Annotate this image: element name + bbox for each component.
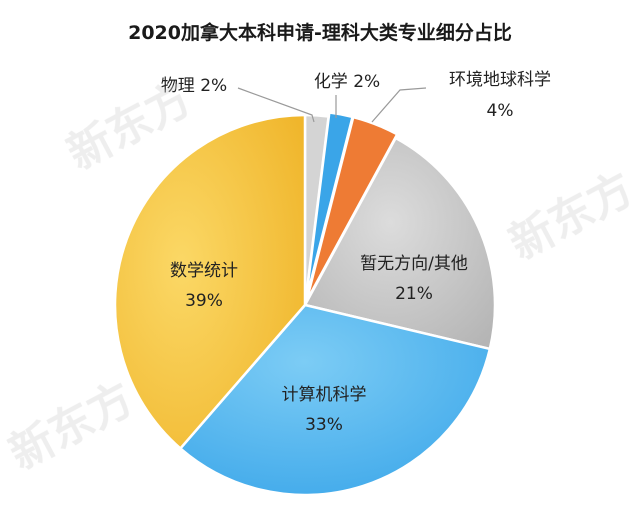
label-other-name: 暂无方向/其他	[360, 254, 468, 274]
leader-lines	[237, 87, 427, 123]
label-env-pct: 4%	[487, 101, 514, 121]
label-chemistry: 化学 2%	[314, 72, 380, 92]
chart-title: 2020加拿大本科申请-理科大类专业细分占比	[128, 21, 512, 44]
label-math-pct: 39%	[185, 291, 223, 311]
label-cs-pct: 33%	[305, 415, 343, 435]
watermark-text-2: 新东方	[501, 163, 640, 270]
label-other-pct: 21%	[395, 284, 433, 304]
leader-line-physics	[237, 87, 315, 123]
label-env-name: 环境地球科学	[449, 70, 551, 90]
slice-other	[303, 136, 497, 351]
label-cs-name: 计算机科学	[282, 385, 367, 405]
label-physics: 物理 2%	[161, 76, 227, 96]
slice-math	[113, 113, 307, 451]
slice-env	[305, 115, 399, 302]
pie-slices	[113, 111, 497, 497]
watermark-text-3: 新东方	[1, 373, 141, 480]
slice-cs	[178, 303, 492, 497]
leader-line-env	[371, 87, 427, 123]
label-math-name: 数学统计	[170, 261, 238, 281]
